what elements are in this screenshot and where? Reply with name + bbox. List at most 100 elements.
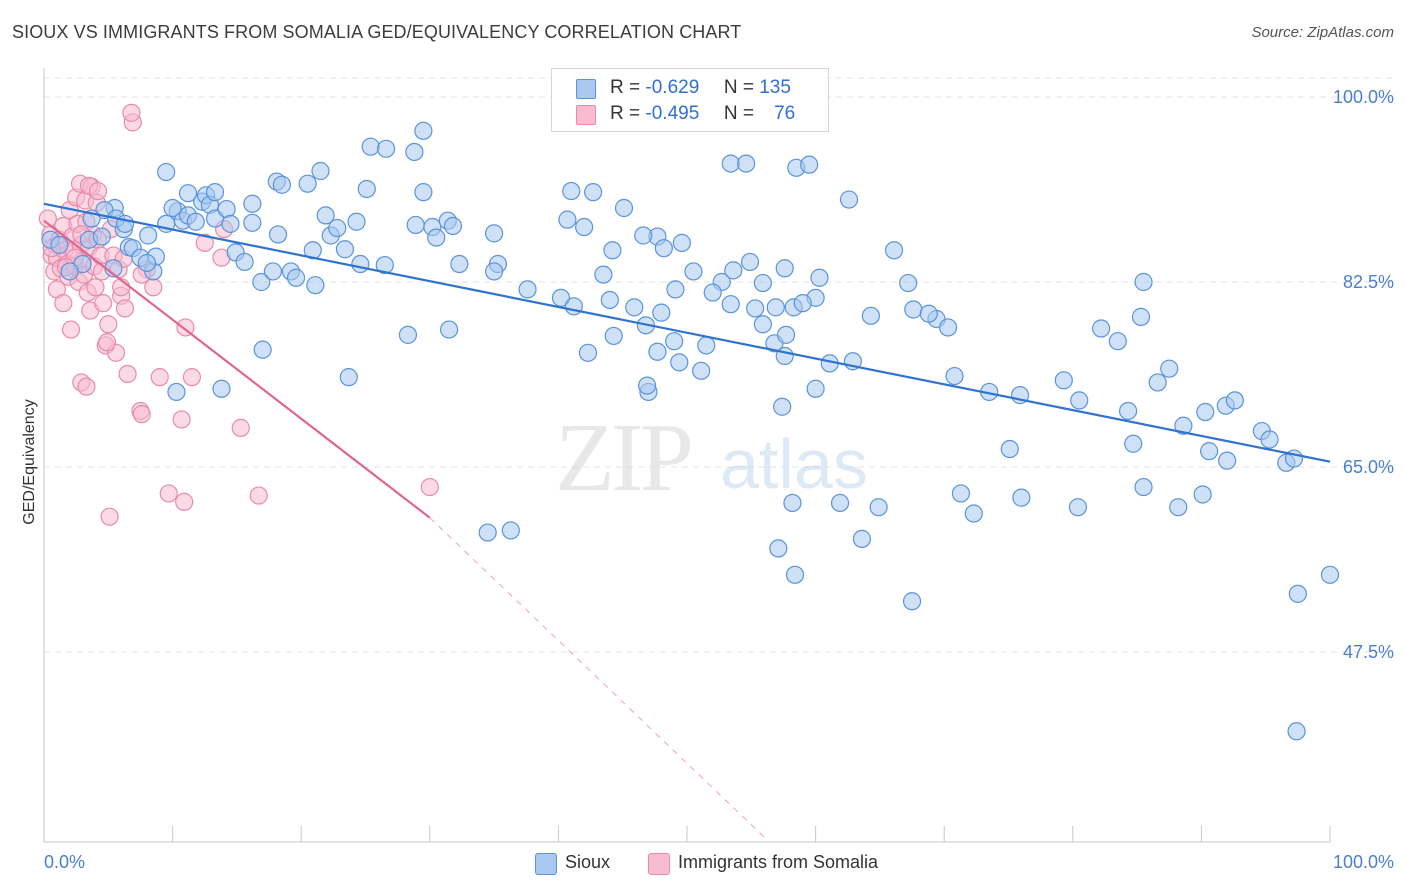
somalia-points bbox=[38, 103, 439, 526]
sioux-point-91 bbox=[810, 268, 829, 287]
sioux-point-134 bbox=[1218, 451, 1237, 470]
sioux-point-125 bbox=[852, 529, 871, 548]
sioux-point-169 bbox=[766, 298, 785, 317]
sioux-point-69 bbox=[485, 262, 504, 281]
grid-lines bbox=[44, 77, 1394, 653]
sioux-point-127 bbox=[964, 504, 983, 523]
sioux-point-26 bbox=[235, 252, 254, 272]
sioux-point-44 bbox=[406, 215, 425, 235]
sioux-point-76 bbox=[604, 326, 623, 346]
sioux-point-151 bbox=[478, 523, 497, 542]
sioux-point-49 bbox=[450, 254, 469, 274]
sioux-point-157 bbox=[167, 382, 186, 402]
sioux-point-38 bbox=[335, 240, 355, 259]
sioux-point-86 bbox=[746, 299, 765, 318]
sioux-point-41 bbox=[357, 179, 376, 199]
sioux-point-60 bbox=[157, 162, 176, 182]
somalia-point-69 bbox=[88, 181, 108, 201]
bottom-legend-sioux: Sioux bbox=[535, 852, 655, 876]
somalia-point-74 bbox=[159, 484, 178, 503]
sioux-point-178 bbox=[603, 241, 622, 260]
sioux-point-54 bbox=[405, 142, 424, 162]
sioux-trend-line bbox=[43, 202, 1331, 463]
trend-lines bbox=[43, 202, 1331, 838]
sioux-point-37 bbox=[328, 218, 347, 238]
sioux-point-73 bbox=[584, 183, 603, 202]
sioux-point-62 bbox=[268, 225, 288, 244]
somalia-point-54 bbox=[100, 507, 119, 526]
sioux-point-140 bbox=[775, 259, 794, 278]
sioux-point-153 bbox=[785, 565, 805, 584]
sioux-point-33 bbox=[298, 174, 317, 193]
y-tick-label-2: 65.0% bbox=[1343, 457, 1394, 477]
sioux-point-46 bbox=[427, 228, 446, 247]
somalia-swatch bbox=[576, 105, 596, 125]
legend-somalia-text: R = -0.495 N = 76 bbox=[610, 103, 795, 125]
sioux-point-39 bbox=[347, 212, 366, 231]
sioux-point-131 bbox=[1193, 485, 1212, 504]
watermark: ZIP atlas bbox=[555, 404, 868, 512]
sioux-point-119 bbox=[1260, 430, 1279, 449]
sioux-point-52 bbox=[414, 121, 433, 140]
somalia-point-57 bbox=[150, 368, 169, 387]
source-label: Source: ZipAtlas.com bbox=[1251, 24, 1394, 41]
sioux-point-148 bbox=[793, 294, 812, 313]
sioux-point-31 bbox=[272, 175, 292, 194]
sioux-point-109 bbox=[1134, 272, 1153, 292]
sioux-point-175 bbox=[666, 280, 685, 299]
bottom-legend-somalia: Immigrants from Somalia bbox=[648, 852, 928, 876]
y-tick-label-0: 100.0% bbox=[1333, 87, 1394, 107]
somalia-point-48 bbox=[61, 320, 81, 339]
sioux-point-96 bbox=[904, 300, 923, 319]
sioux-point-55 bbox=[485, 224, 504, 243]
sioux-point-99 bbox=[945, 366, 964, 386]
sioux-point-147 bbox=[919, 304, 938, 323]
y-tick-label-3: 47.5% bbox=[1343, 642, 1394, 662]
sioux-point-3 bbox=[92, 227, 111, 246]
legend-somalia-n-value: 76 bbox=[774, 103, 796, 124]
sioux-point-167 bbox=[740, 252, 760, 272]
somalia-point-60 bbox=[172, 410, 191, 429]
sioux-point-149 bbox=[665, 332, 684, 351]
sioux-point-172 bbox=[721, 295, 740, 314]
sioux-point-59 bbox=[178, 184, 198, 203]
sioux-point-61 bbox=[243, 213, 262, 232]
sioux-point-182 bbox=[501, 521, 520, 540]
legend-sioux-n-value: 135 bbox=[759, 77, 791, 98]
sioux-point-156 bbox=[212, 379, 231, 398]
sioux-point-28 bbox=[252, 272, 271, 292]
sioux-point-57 bbox=[311, 161, 330, 181]
sioux-point-63 bbox=[286, 268, 306, 287]
sioux-point-95 bbox=[899, 273, 918, 293]
sioux-point-53 bbox=[414, 183, 433, 202]
sioux-point-113 bbox=[1169, 498, 1188, 517]
somalia-point-51 bbox=[118, 364, 137, 384]
somalia-point-59 bbox=[182, 368, 201, 387]
sioux-point-143 bbox=[737, 154, 756, 173]
somalia-trend-extension bbox=[429, 517, 765, 838]
sioux-point-128 bbox=[1012, 488, 1031, 507]
sioux-point-181 bbox=[902, 592, 922, 611]
sioux-point-150 bbox=[638, 376, 657, 395]
sioux-point-160 bbox=[518, 280, 537, 299]
sioux-point-1 bbox=[50, 235, 69, 255]
sioux-point-112 bbox=[1160, 359, 1179, 378]
sioux-point-40 bbox=[351, 254, 370, 274]
somalia-trend-line bbox=[43, 219, 431, 519]
x-axis-min-label: 0.0% bbox=[44, 852, 86, 872]
sioux-point-81 bbox=[652, 303, 671, 322]
sioux-point-106 bbox=[1108, 332, 1127, 351]
sioux-point-135 bbox=[1196, 402, 1215, 422]
sioux-point-144 bbox=[806, 379, 825, 398]
sioux-point-42 bbox=[375, 255, 394, 275]
sioux-point-83 bbox=[697, 336, 716, 355]
y-tick-labels: 100.0% 82.5% 65.0% 47.5% bbox=[1333, 87, 1394, 662]
sioux-point-98 bbox=[938, 318, 958, 337]
sioux-point-18 bbox=[186, 212, 205, 231]
sioux-point-10 bbox=[139, 226, 158, 245]
sioux-point-94 bbox=[884, 241, 904, 260]
sioux-point-176 bbox=[654, 239, 673, 258]
sioux-point-177 bbox=[634, 226, 653, 245]
sioux-point-74 bbox=[575, 217, 594, 237]
somalia-point-72 bbox=[77, 377, 96, 396]
